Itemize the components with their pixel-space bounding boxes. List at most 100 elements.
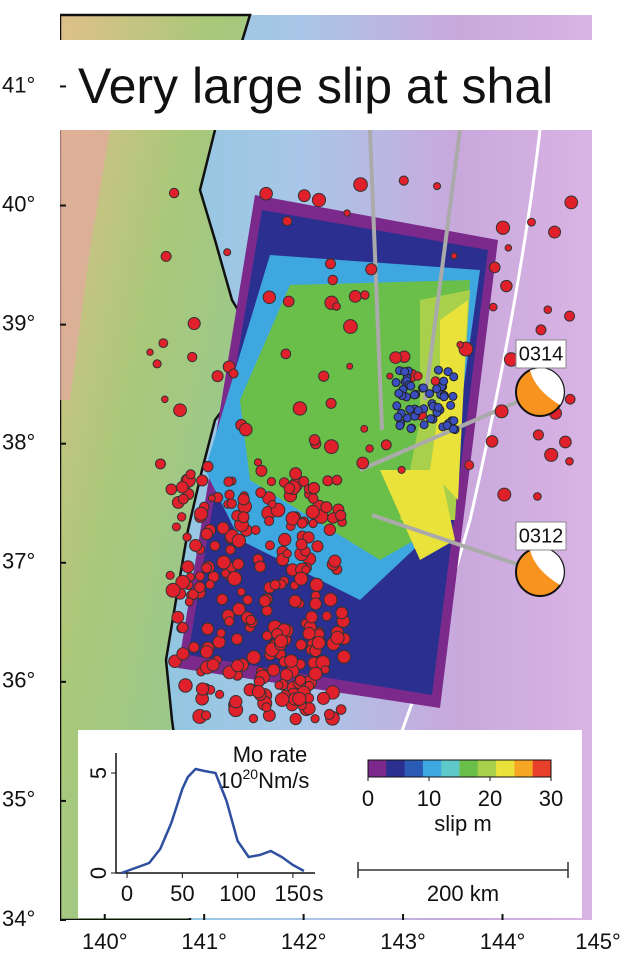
aftershock [396,422,404,430]
aftershock [449,425,457,433]
epicenter [366,264,377,275]
epicenter [251,526,260,535]
epicenter [153,360,161,368]
epicenter [312,541,323,552]
lat-label: 39° [2,310,35,335]
epicenter [225,490,234,499]
epicenter [565,311,575,321]
epicenter [290,713,301,724]
epicenter [528,218,536,226]
epicenter [434,183,441,190]
aftershock [401,368,409,376]
epicenter [306,505,319,518]
epicenter [194,582,205,593]
epicenter [333,303,341,311]
x-tick-label: 50 [170,881,194,906]
margin [60,920,623,960]
epicenter [465,461,474,470]
aftershock [410,391,418,399]
epicenter [306,611,318,623]
epicenter [267,477,275,485]
lon-label: 145° [575,929,621,954]
aftershock [427,415,435,423]
epicenter [398,466,405,473]
epicenter [189,642,200,653]
lon-label: 143° [380,929,426,954]
epicenter [162,396,169,403]
x-tick-label: 100 [219,881,256,906]
epicenter [228,572,242,586]
aftershock [433,385,441,393]
x-tick-label: 0 [121,881,133,906]
event-label: 0312 [519,525,564,547]
lat-label: 38° [2,429,35,454]
legend-panel [78,730,582,918]
lat-label: 36° [2,668,35,693]
epicenter [217,556,230,569]
epicenter [155,459,165,469]
epicenter [275,635,288,648]
epicenter [347,363,353,369]
aftershock [434,366,442,374]
epicenter [354,178,368,192]
epicenter [262,631,272,641]
colorbar-tick-label: 20 [478,786,502,811]
epicenter [290,468,302,480]
epicenter [238,494,249,505]
epicenter [262,606,272,616]
epicenter [289,595,301,607]
epicenter [232,660,244,672]
lat-label: 40° [2,191,35,216]
epicenter [217,594,228,605]
lat-label: 34° [2,906,35,931]
epicenter [169,188,178,197]
epicenter [281,349,291,359]
epicenter [177,648,189,660]
epicenter [217,522,229,534]
epicenter [324,440,338,454]
epicenter [399,176,408,185]
epicenter [560,436,572,448]
colorbar-cell [514,760,533,777]
colorbar-tick-label: 30 [539,786,563,811]
epicenter [457,342,463,348]
aftershock [420,421,428,429]
epicenter [195,572,204,581]
epicenter [312,193,325,206]
margin [0,0,60,960]
epicenter [207,659,219,671]
epicenter [309,667,322,680]
unit-exp: 20 [242,766,258,782]
epicenter [336,607,348,619]
epicenter [174,404,187,417]
epicenter [295,572,308,585]
epicenter [299,476,309,486]
epicenter [309,435,320,446]
colorbar-cell [533,760,552,777]
lon-label: 141° [181,929,227,954]
aftershock [449,392,457,400]
epicenter [298,190,310,202]
epicenter [185,598,193,606]
epicenter [232,534,245,547]
epicenter [259,595,270,606]
epicenter [196,683,208,695]
margin [592,0,623,960]
scale-label: 200 km [427,881,499,906]
epicenter [202,563,212,573]
epicenter [177,482,188,493]
epicenter [495,405,508,418]
epicenter [212,371,223,382]
epicenter [265,517,274,526]
epicenter [331,631,344,644]
epicenter [233,559,244,570]
epicenter [256,465,267,476]
aftershock [392,379,400,387]
epicenter [237,588,245,596]
aftershock [440,393,448,401]
epicenter [249,714,257,722]
epicenter [505,245,511,251]
inset-title: Mo rate [233,742,308,767]
epicenter [195,507,208,520]
epicenter [545,448,558,461]
